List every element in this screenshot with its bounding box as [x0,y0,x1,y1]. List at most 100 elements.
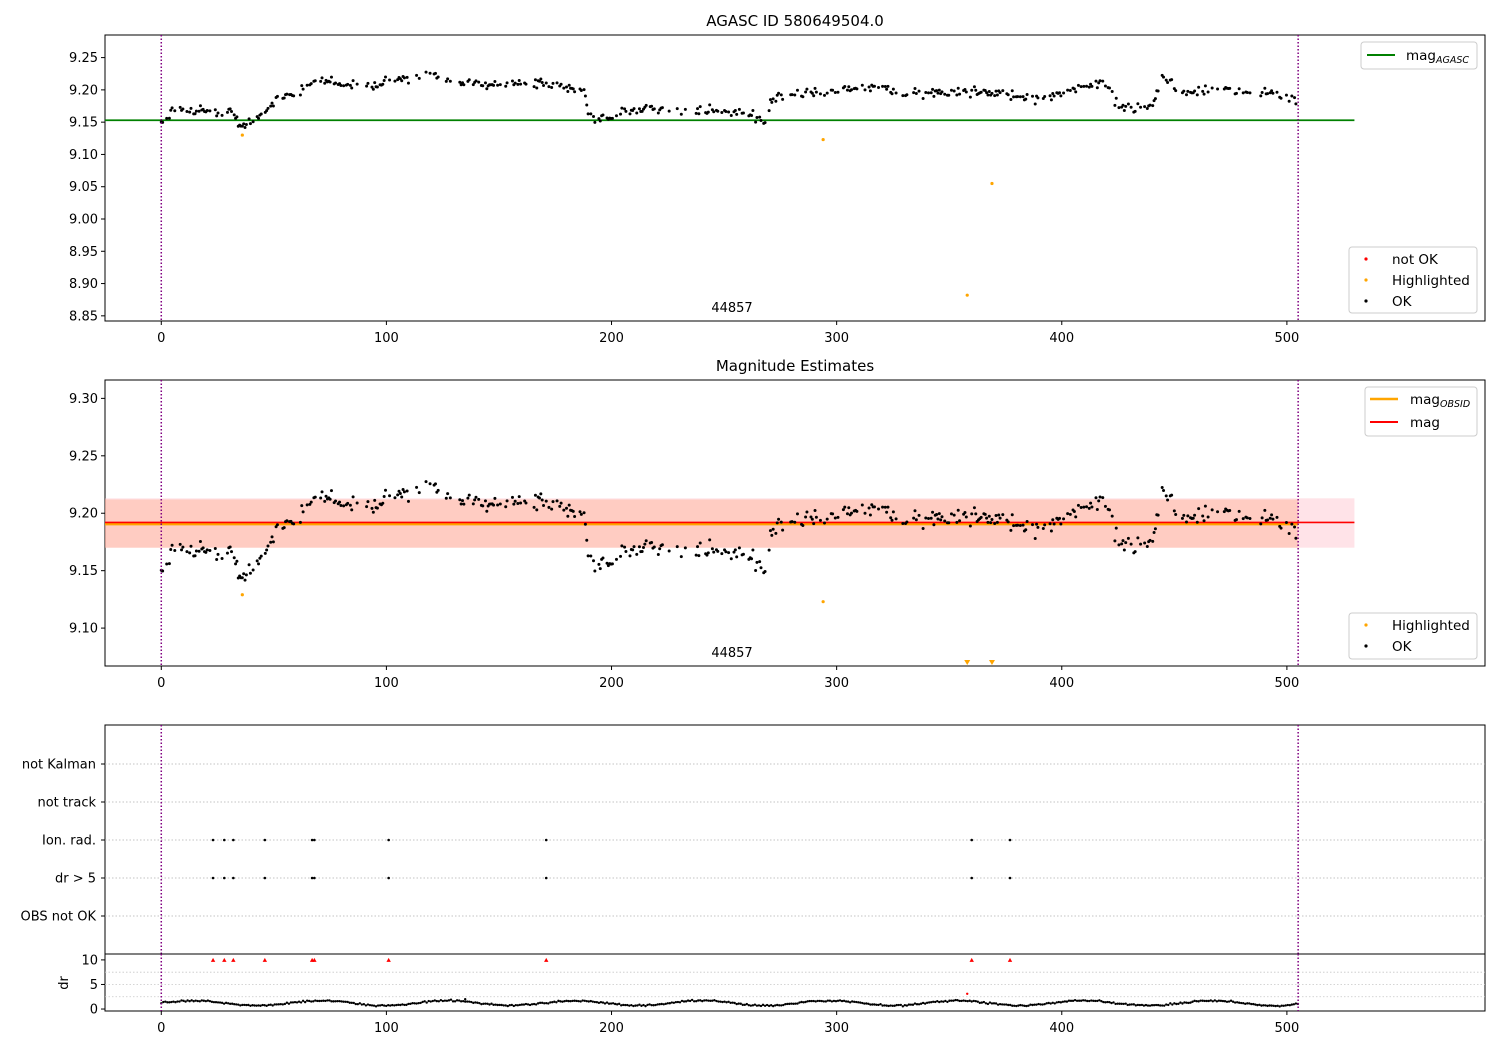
dr-point [263,1004,266,1007]
dr-point [1071,999,1075,1003]
ok-point [481,84,485,88]
dr-point [344,1000,347,1004]
dr-point [253,1004,256,1007]
ok-point [970,512,974,516]
ok-point [167,116,171,120]
ok-point [551,500,555,504]
ok-point [750,557,754,561]
ok-point [533,78,537,82]
dr-point [1047,1001,1050,1005]
ok-point [1164,78,1168,82]
ok-point [537,79,541,83]
dr-point [873,1003,876,1006]
dr-point [1173,1002,1176,1005]
dr-point [328,999,331,1002]
ok-point [496,503,500,507]
ok-point [1110,514,1114,518]
dr-clipped-marker [312,957,317,962]
ok-point [512,502,516,506]
ok-point [1284,520,1288,524]
ok-point [735,112,739,116]
dr-point [1041,1003,1044,1006]
dr-point [1031,1003,1034,1007]
ok-point [989,521,993,525]
dr-point [498,1003,501,1007]
ok-point [890,518,894,522]
dr-point [1009,1003,1012,1007]
ok-point [1024,528,1028,532]
dr-point [1065,1000,1069,1003]
dr-point [1126,1003,1129,1007]
ok-point [632,545,636,549]
flag-point [263,838,267,842]
dr-point [494,1003,497,1006]
dr-point [1000,1003,1004,1006]
dr-point [664,1002,667,1006]
dr-point [259,1004,262,1007]
ok-point [542,503,546,507]
ok-point [635,552,639,556]
ok-point [883,85,887,89]
dr-point [1130,1003,1133,1006]
dr-point [218,1001,222,1004]
ok-point [987,514,991,518]
ok-point [559,501,563,505]
ok-point [263,551,267,555]
ok-point [1182,89,1186,93]
ok-point [298,93,302,97]
dr-point [358,1002,362,1005]
dr-point [674,1000,678,1004]
dr-point [326,999,329,1002]
dr-point [919,1002,923,1005]
ok-point [1153,527,1157,531]
highlighted-point [240,133,244,137]
ok-point [201,107,205,111]
dr-point [520,1003,524,1006]
ok-point [405,489,409,493]
dr-point [461,999,465,1003]
dr-point [1239,1001,1243,1005]
ok-point [266,106,270,110]
dr-point [557,999,560,1003]
ok-point [213,547,217,551]
dr-point [911,1003,915,1006]
dr-point [350,1001,353,1005]
offscale-highlighted-marker [988,660,995,665]
ok-point [640,549,644,553]
dr-point [354,1002,357,1006]
dr-point [1225,1000,1229,1004]
ok-point [885,87,889,91]
ok-point [1275,515,1279,519]
dr-point [196,999,199,1003]
dr-point [729,1001,732,1005]
dr-point [206,999,210,1002]
ok-point [193,554,197,558]
dr-point [486,1002,489,1005]
ok-point [1107,86,1111,90]
dr-point [1288,1004,1292,1007]
dr-point [1122,1002,1125,1006]
dr-point [1195,999,1198,1003]
y-tick-label: 9.25 [69,51,98,66]
ok-point [1139,105,1143,109]
ok-point [831,512,835,516]
ok-point [373,498,377,502]
ok-point [481,504,485,508]
ok-point [448,496,452,500]
ok-point [169,108,173,112]
dr-point [1098,999,1101,1002]
y-tick-label: 8.90 [69,277,98,292]
dr-point [1061,1000,1065,1003]
dr-point [1286,1003,1289,1007]
ok-point [417,76,421,80]
ok-legend-marker [1364,299,1368,303]
dr-point [1110,1001,1113,1005]
dr-point [1043,1002,1046,1006]
dr-point [624,1003,627,1007]
ok-point [804,90,808,94]
dr-point [737,1002,740,1005]
ok-point [342,504,346,508]
ok-point [958,92,962,96]
dr-point [433,999,437,1002]
ok-point [334,81,338,85]
